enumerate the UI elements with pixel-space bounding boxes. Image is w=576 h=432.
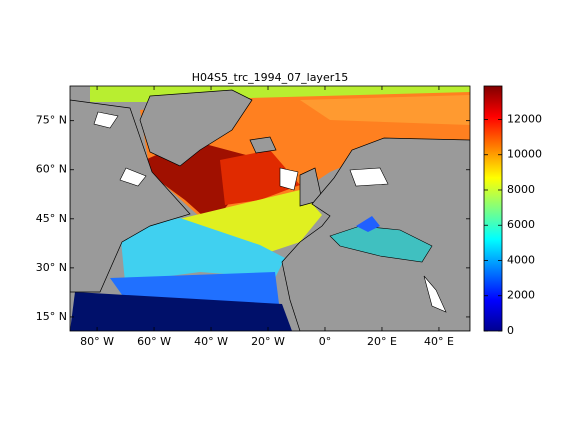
land-iceland <box>249 136 277 154</box>
ocean-adriatic <box>356 216 380 232</box>
y-tick-label: 75° N <box>36 114 67 127</box>
colorbar-tick-label: 6000 <box>507 218 535 231</box>
x-tick-label: 40° E <box>424 335 454 348</box>
x-tick-label: 80° W <box>80 335 114 348</box>
ice-patch <box>279 167 299 191</box>
land-north-america <box>70 99 191 293</box>
y-tick-label: 30° N <box>36 261 67 274</box>
colorbar <box>483 85 503 332</box>
x-tick-label: 40° W <box>194 335 228 348</box>
ice-patch <box>349 167 389 187</box>
ice-patch <box>423 275 447 313</box>
ocean-mid <box>175 190 322 252</box>
x-tick-label: 0° <box>319 335 332 348</box>
colorbar-tick-label: 10000 <box>507 148 542 161</box>
y-tick-label: 15° N <box>36 310 67 323</box>
colorbar-tick-label: 8000 <box>507 183 535 196</box>
ocean-irminger <box>220 150 300 205</box>
land-greenland <box>139 89 253 167</box>
ice-patch <box>93 111 119 129</box>
colorbar-tick-label: 2000 <box>507 289 535 302</box>
map-field <box>70 86 470 331</box>
ocean-subtropic <box>120 218 285 282</box>
map-title: H04S5_trc_1994_07_layer15 <box>192 71 348 84</box>
x-tick-label: 20° E <box>367 335 397 348</box>
colorbar-tick-label: 0 <box>507 324 514 337</box>
y-tick-label: 45° N <box>36 212 67 225</box>
x-tick-label: 60° W <box>137 335 171 348</box>
y-tick-label: 60° N <box>36 163 67 176</box>
ice-patch <box>119 167 147 187</box>
colorbar-tick-label: 4000 <box>507 253 535 266</box>
ocean-norwegian <box>300 95 470 125</box>
map-frame <box>69 85 471 332</box>
colorbar-tick-label: 12000 <box>507 112 542 125</box>
ocean-deep <box>70 292 292 331</box>
x-tick-label: 20° W <box>251 335 285 348</box>
